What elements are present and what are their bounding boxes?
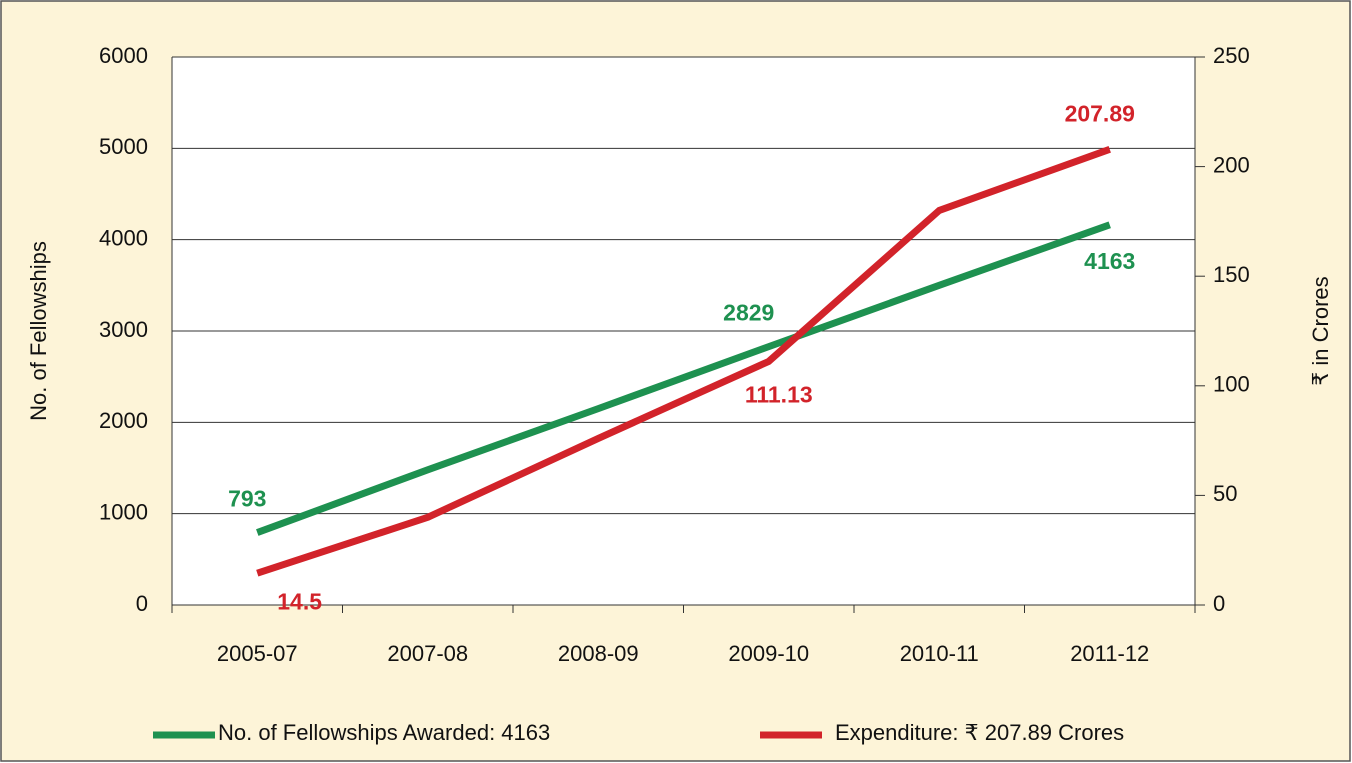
y-tick-label: 1000 (99, 499, 148, 524)
y2-tick-label: 150 (1213, 262, 1250, 287)
y2-tick-label: 200 (1213, 152, 1250, 177)
y-tick-label: 4000 (99, 225, 148, 250)
x-tick-label: 2011-12 (1070, 641, 1149, 666)
y2-tick-label: 0 (1213, 591, 1225, 616)
data-label: 14.5 (277, 588, 322, 614)
y-axis-label: No. of Fellowships (26, 241, 51, 421)
legend-label: Expenditure: ₹ 207.89 Crores (835, 720, 1124, 745)
y2-tick-label: 50 (1213, 481, 1237, 506)
y-tick-label: 0 (136, 591, 148, 616)
data-label: 2829 (723, 300, 774, 326)
x-tick-label: 2010-11 (900, 641, 979, 666)
y2-tick-label: 250 (1213, 43, 1250, 68)
data-label: 111.13 (745, 381, 813, 407)
legend-label: No. of Fellowships Awarded: 4163 (218, 720, 550, 745)
y2-axis-label: ₹ in Crores (1308, 276, 1333, 385)
y-tick-label: 6000 (99, 43, 148, 68)
data-label: 4163 (1084, 248, 1135, 274)
x-tick-label: 2009-10 (728, 641, 809, 666)
y-tick-label: 5000 (99, 134, 148, 159)
y-tick-label: 3000 (99, 317, 148, 342)
series-line (256, 221, 1111, 536)
x-tick-label: 2007-08 (387, 641, 468, 666)
data-label: 793 (228, 486, 266, 512)
data-label: 207.89 (1065, 100, 1135, 126)
x-tick-label: 2008-09 (558, 641, 639, 666)
y2-tick-label: 100 (1213, 372, 1250, 397)
y-tick-label: 2000 (99, 408, 148, 433)
series-line (256, 146, 1111, 577)
x-tick-label: 2005-07 (217, 641, 298, 666)
